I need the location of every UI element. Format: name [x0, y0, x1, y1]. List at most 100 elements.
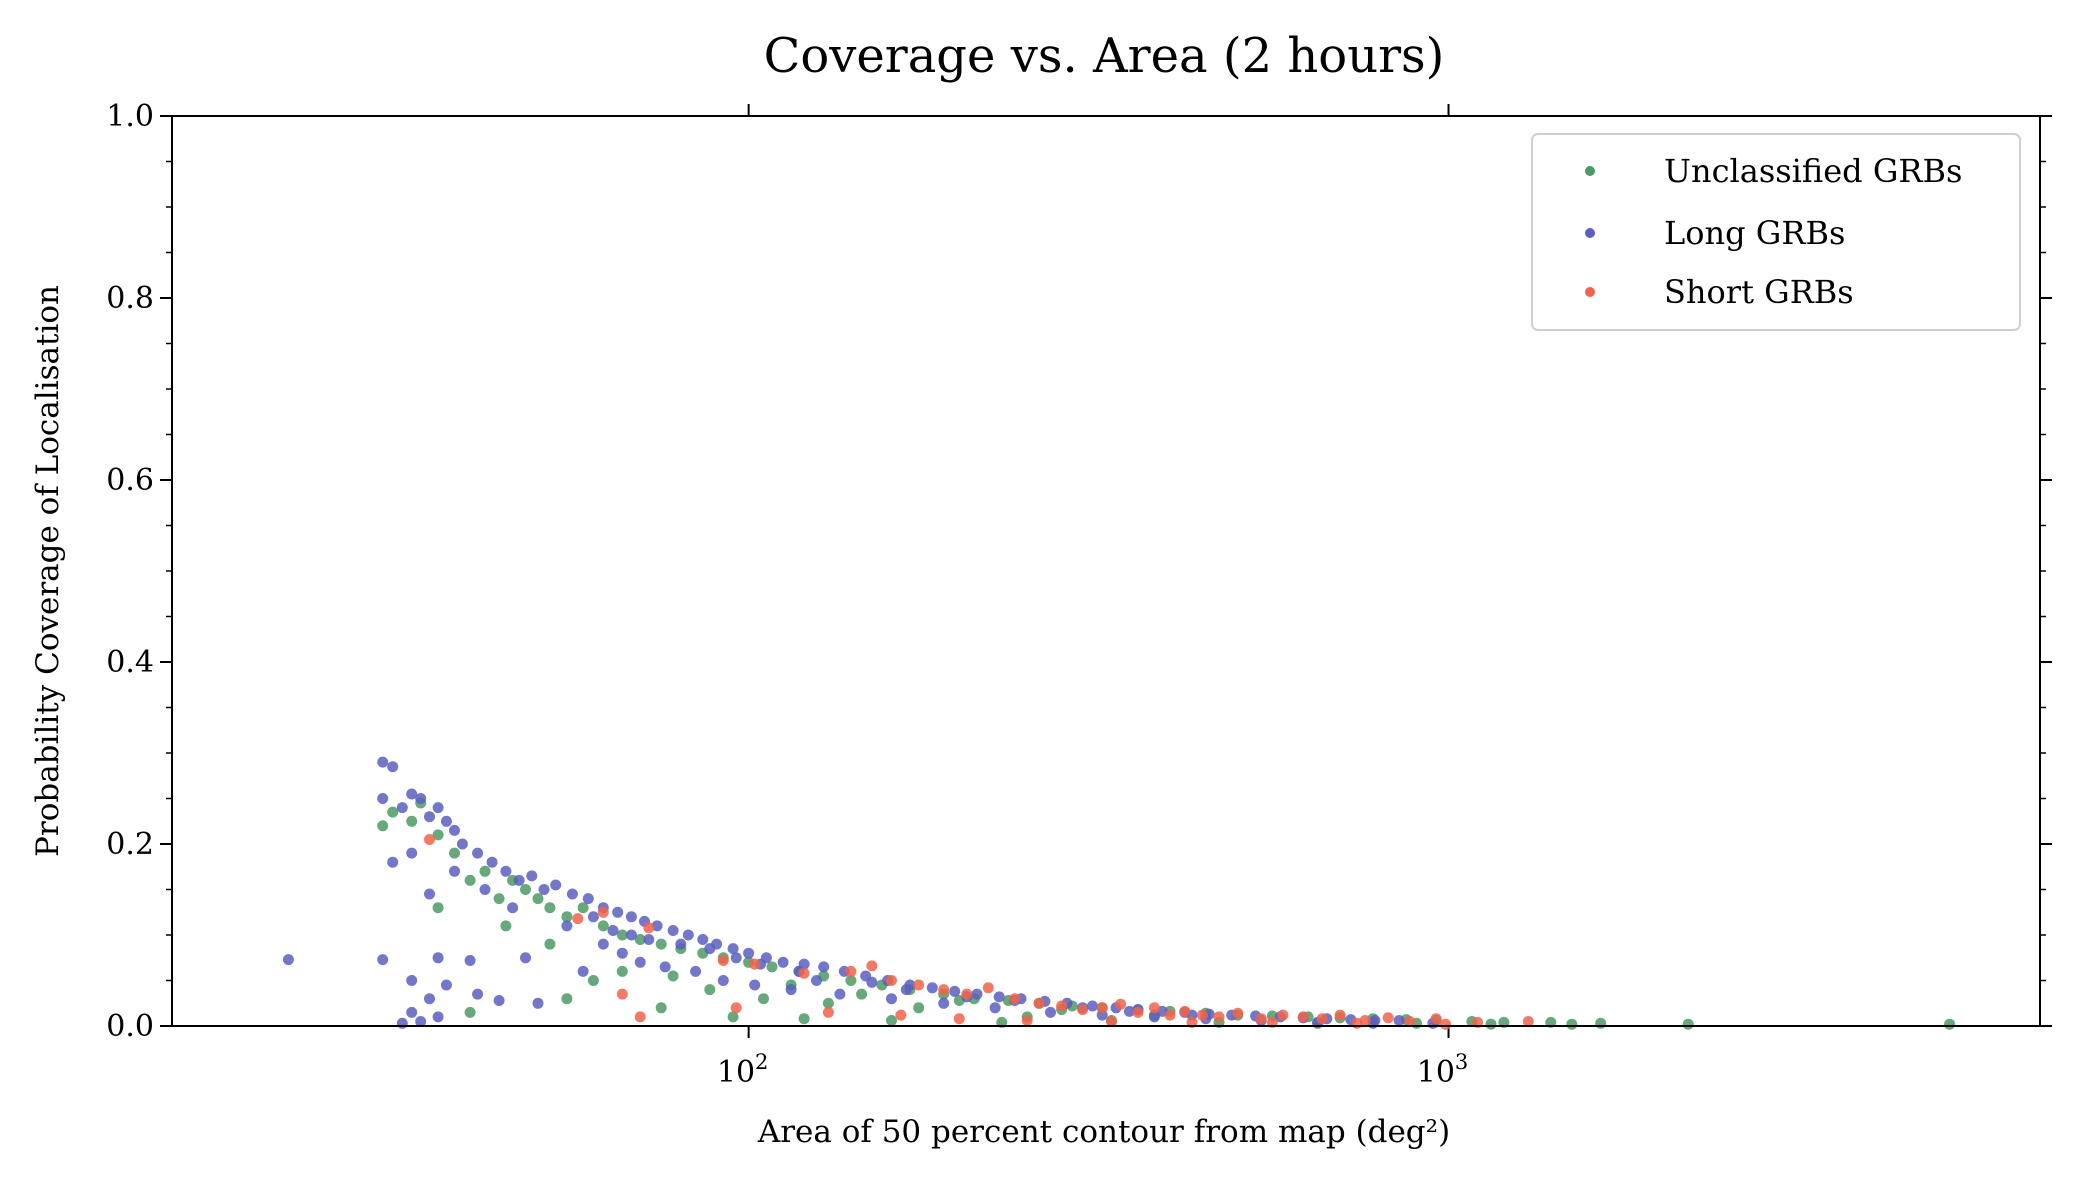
data-point: [550, 879, 562, 891]
data-point: [1148, 1011, 1160, 1023]
data-point: [387, 856, 399, 868]
data-point: [982, 982, 994, 994]
data-point: [717, 975, 729, 986]
data-point: [1045, 1006, 1056, 1018]
data-point: [396, 1017, 408, 1029]
data-point: [749, 979, 761, 991]
data-point: [1351, 1017, 1363, 1029]
data-point: [406, 1006, 418, 1018]
data-point: [866, 960, 878, 972]
data-point: [675, 938, 687, 950]
data-point: [704, 943, 716, 955]
data-point: [634, 934, 646, 945]
data-point: [895, 1009, 907, 1021]
data-point: [717, 955, 729, 966]
data-point: [282, 954, 294, 966]
data-point: [424, 834, 435, 845]
data-point: [993, 991, 1005, 1003]
data-point: [424, 811, 435, 823]
y-tick-label: 0.0: [106, 1009, 154, 1044]
data-point: [479, 884, 491, 895]
data-point: [432, 802, 444, 814]
data-point: [798, 967, 810, 979]
series-1: [282, 756, 1439, 1029]
data-point: [886, 993, 897, 1005]
data-point: [655, 1002, 667, 1014]
data-point: [1485, 1018, 1497, 1030]
data-point: [572, 913, 584, 925]
data-point: [415, 1016, 427, 1027]
data-point: [1115, 998, 1127, 1010]
data-point: [655, 938, 667, 950]
data-point: [749, 958, 761, 970]
data-point: [479, 865, 491, 877]
data-point: [785, 984, 797, 996]
data-point: [597, 906, 609, 918]
data-point: [697, 934, 709, 945]
data-point: [456, 838, 468, 850]
data-point: [432, 829, 444, 841]
data-point: [532, 997, 544, 1009]
data-point: [727, 1011, 739, 1023]
data-point: [730, 1002, 742, 1014]
data-point: [566, 888, 578, 900]
data-point: [1277, 1009, 1289, 1021]
series-2: [424, 834, 1534, 1030]
data-point: [1164, 1009, 1176, 1021]
data-point: [1148, 1002, 1160, 1014]
data-point: [526, 870, 538, 882]
data-point: [634, 1011, 646, 1023]
data-point: [616, 988, 628, 1000]
data-point: [834, 988, 846, 1000]
y-tick-label: 0.4: [106, 645, 154, 680]
data-point: [520, 884, 531, 895]
y-axis-label: Probability Coverage of Localisation: [30, 285, 66, 857]
data-point: [1213, 1011, 1225, 1023]
data-point: [659, 961, 671, 973]
x-tick-label: 103: [1417, 1050, 1469, 1090]
x-tick-label: 102: [717, 1050, 769, 1090]
data-point: [1232, 1007, 1244, 1019]
data-point: [900, 984, 912, 996]
data-point: [866, 976, 878, 988]
data-point: [682, 929, 694, 941]
data-point: [486, 856, 498, 868]
data-point: [406, 788, 418, 800]
data-point: [432, 1011, 444, 1023]
data-point: [856, 988, 868, 1000]
data-point: [822, 1006, 834, 1018]
data-point: [1522, 1016, 1534, 1027]
data-point: [616, 947, 628, 959]
data-point: [1297, 1011, 1309, 1023]
data-point: [449, 824, 460, 836]
data-point: [472, 847, 484, 859]
data-point: [532, 893, 544, 905]
data-point: [387, 806, 399, 818]
data-point: [926, 982, 938, 994]
data-point: [1316, 1013, 1328, 1025]
data-point: [500, 920, 512, 932]
legend-box: [1531, 133, 2021, 331]
data-point: [464, 1006, 476, 1018]
data-point: [949, 985, 961, 997]
data-point: [377, 756, 389, 768]
data-point: [798, 1013, 810, 1025]
data-point: [1009, 993, 1021, 1005]
legend-marker-long: [1585, 228, 1595, 238]
data-point: [822, 997, 834, 1009]
data-point: [1096, 1002, 1108, 1014]
legend-label-unclassified: Unclassified GRBs: [1664, 152, 1962, 190]
data-point: [612, 906, 624, 918]
data-point: [643, 922, 655, 934]
data-point: [597, 920, 609, 932]
data-point: [493, 995, 505, 1006]
legend-marker-unclassified: [1585, 166, 1595, 176]
data-point: [577, 965, 589, 977]
data-point: [1334, 1009, 1346, 1021]
data-point: [1944, 1018, 1956, 1030]
data-point: [377, 954, 389, 966]
data-point: [1440, 1018, 1451, 1030]
data-point: [1430, 1013, 1442, 1025]
data-point: [577, 902, 589, 914]
